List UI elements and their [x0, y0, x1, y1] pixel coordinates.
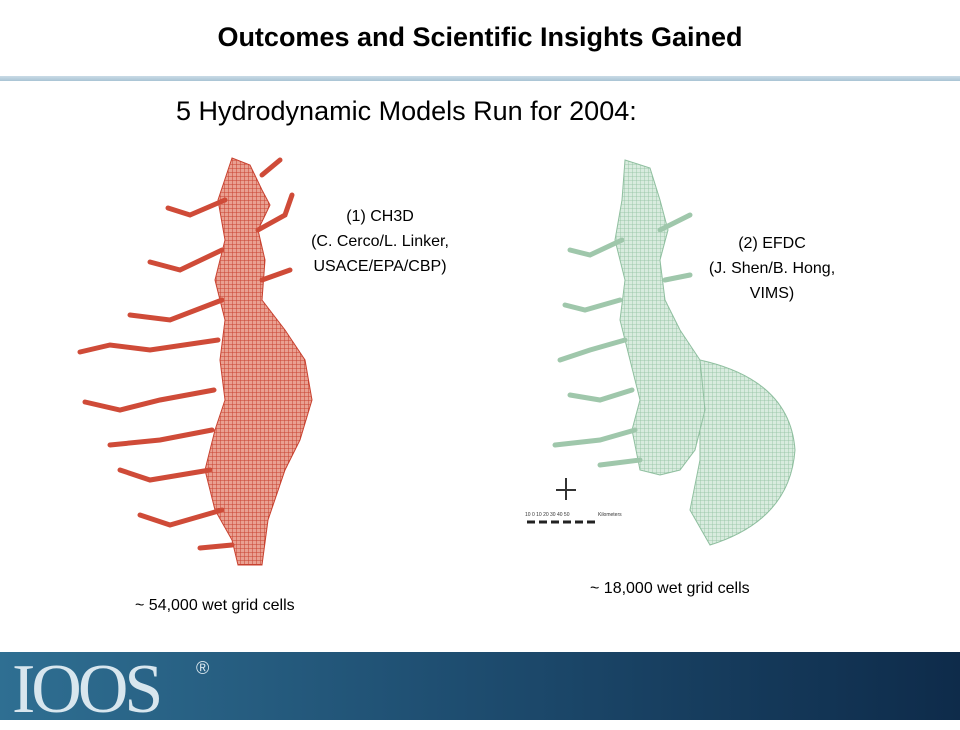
footer — [0, 652, 960, 720]
subtitle: 5 Hydrodynamic Models Run for 2004: — [176, 96, 637, 126]
logo: IOOS — [12, 651, 163, 728]
compass — [556, 478, 576, 500]
scale-unit: Kilometers — [598, 512, 622, 518]
label-line: (2) EFDC — [738, 235, 806, 252]
scale-ticks: 10 0 10 20 30 40 50 — [525, 512, 570, 518]
model-label: (1) CH3D (C. Cerco/L. Linker, USACE/EPA/… — [270, 204, 490, 279]
caption: ~ 18,000 wet grid cells — [590, 580, 750, 597]
model-label: (2) EFDC (J. Shen/B. Hong, VIMS) — [672, 231, 872, 306]
label-line: (C. Cerco/L. Linker, — [311, 233, 449, 250]
efdc-grid-map: 10 0 10 20 30 40 50 Kilometers — [525, 159, 796, 546]
label-line: (J. Shen/B. Hong, — [708, 260, 836, 277]
title: Outcomes and Scientific Insights Gained — [217, 22, 743, 52]
ch3d-grid-map — [77, 157, 313, 566]
title-rule — [0, 76, 960, 81]
label-line: VIMS) — [749, 285, 795, 302]
registered-mark: ® — [196, 658, 210, 678]
label-line: USACE/EPA/CBP) — [313, 258, 447, 275]
caption: ~ 54,000 wet grid cells — [135, 597, 295, 614]
label-line: (1) CH3D — [346, 208, 414, 225]
